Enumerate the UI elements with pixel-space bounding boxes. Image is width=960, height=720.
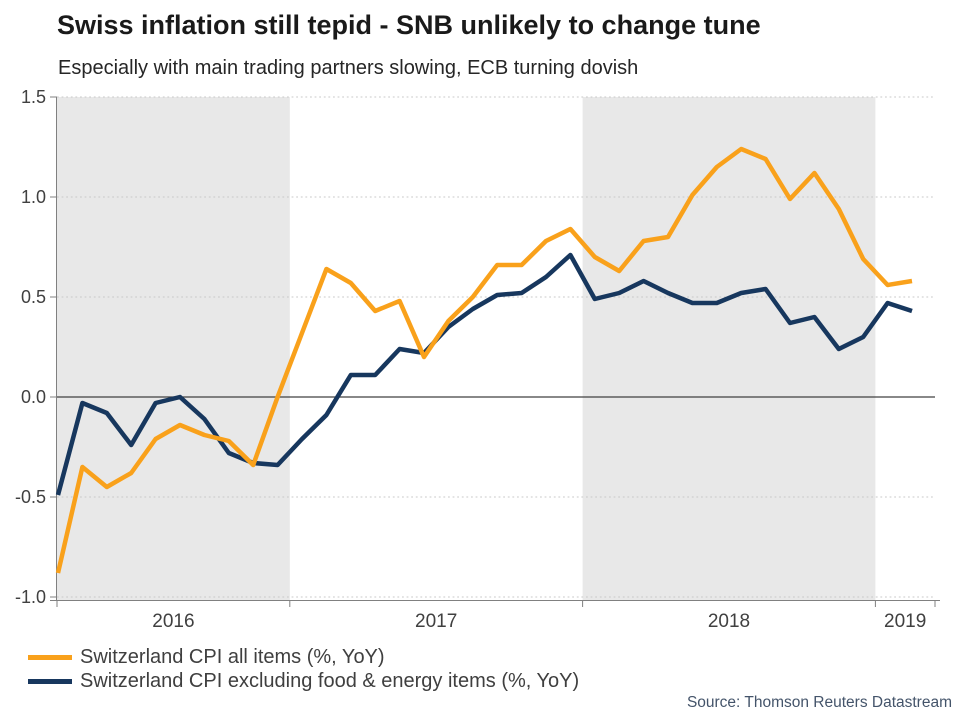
- y-axis-label: -1.0: [15, 587, 46, 607]
- chart-subtitle: Especially with main trading partners sl…: [58, 57, 639, 79]
- y-axis-label: 1.0: [21, 187, 46, 207]
- x-axis-label: 2017: [415, 611, 457, 632]
- legend-label-all-items: Switzerland CPI all items (%, YoY): [80, 645, 385, 668]
- year-band-2018: [582, 97, 876, 600]
- x-axis-label: 2018: [708, 611, 750, 632]
- legend-label-core: Switzerland CPI excluding food & energy …: [80, 669, 580, 692]
- legend-item-core: Switzerland CPI excluding food & energy …: [28, 669, 579, 693]
- series-line-core: [55, 252, 913, 496]
- y-axis-label: 0.5: [21, 287, 46, 307]
- legend: Switzerland CPI all items (%, YoY) Switz…: [28, 645, 579, 693]
- y-axis-label: 0.0: [21, 387, 46, 407]
- x-axis-label: 2019: [884, 611, 926, 632]
- year-band-2016: [57, 97, 290, 600]
- source-attribution: Source: Thomson Reuters Datastream: [686, 694, 952, 711]
- series-line-all-items: [55, 146, 913, 574]
- chart-title: Swiss inflation still tepid - SNB unlike…: [57, 10, 761, 40]
- legend-item-all-items: Switzerland CPI all items (%, YoY): [28, 645, 579, 669]
- y-axis-label: -0.5: [15, 487, 46, 507]
- core-cpi-line-swatch: [28, 678, 72, 684]
- x-axis-label: 2016: [152, 611, 194, 632]
- y-axis-label: 1.5: [21, 87, 46, 107]
- all-items-line-swatch: [28, 654, 72, 660]
